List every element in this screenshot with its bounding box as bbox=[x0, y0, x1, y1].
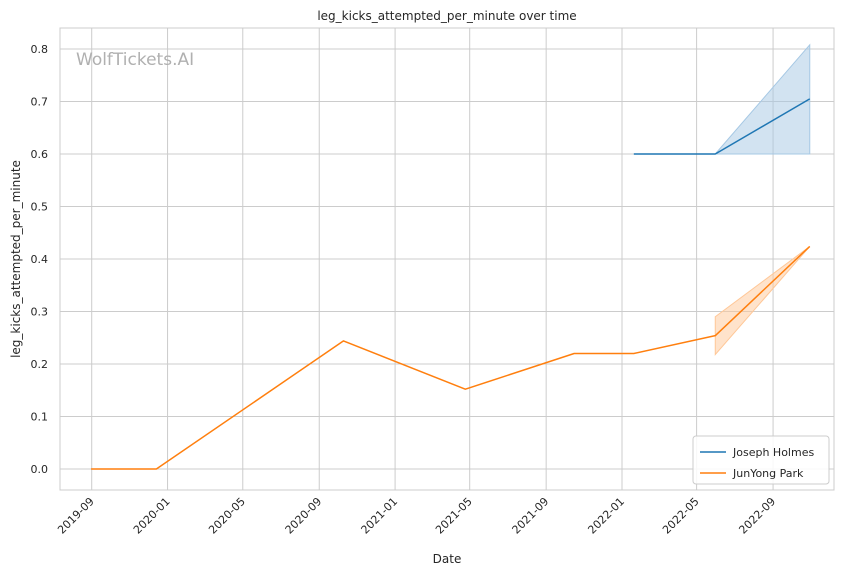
y-tick-label: 0.2 bbox=[31, 358, 49, 371]
x-tick-label: 2022-01 bbox=[585, 495, 627, 537]
x-tick-label: 2022-05 bbox=[660, 495, 702, 537]
watermark: WolfTickets.AI bbox=[76, 50, 194, 70]
y-tick-label: 0.0 bbox=[31, 463, 49, 476]
y-tick-label: 0.7 bbox=[31, 96, 49, 109]
x-tick-label: 2021-01 bbox=[359, 495, 401, 537]
legend-label-junyong-park: JunYong Park bbox=[732, 467, 804, 480]
chart-title: leg_kicks_attempted_per_minute over time bbox=[317, 9, 576, 23]
x-tick-label: 2020-05 bbox=[206, 495, 248, 537]
legend: Joseph Holmes JunYong Park bbox=[692, 435, 830, 485]
x-tick-labels: 2019-09 2020-01 2020-05 2020-09 2021-01 2021-… bbox=[55, 495, 778, 537]
series-line-joseph-holmes bbox=[633, 98, 811, 155]
y-tick-label: 0.6 bbox=[31, 148, 49, 161]
x-tick-label: 2020-09 bbox=[283, 495, 325, 537]
series-lines bbox=[91, 98, 811, 470]
x-tick-label: 2020-01 bbox=[131, 495, 173, 537]
x-tick-label: 2022-09 bbox=[736, 495, 778, 537]
y-tick-label: 0.8 bbox=[31, 43, 49, 56]
y-tick-label: 0.1 bbox=[31, 411, 49, 424]
y-axis-title: leg_kicks_attempted_per_minute bbox=[9, 160, 23, 358]
y-tick-label: 0.4 bbox=[31, 253, 49, 266]
legend-label-joseph-holmes: Joseph Holmes bbox=[732, 446, 814, 459]
x-axis-title: Date bbox=[433, 552, 462, 566]
legend-box bbox=[692, 435, 830, 485]
x-tick-label: 2021-09 bbox=[510, 495, 552, 537]
x-tick-label: 2019-09 bbox=[55, 495, 97, 537]
y-tick-label: 0.5 bbox=[31, 201, 49, 214]
y-tick-label: 0.3 bbox=[31, 306, 49, 319]
y-tick-labels: 0.0 0.1 0.2 0.3 0.4 0.5 0.6 0.7 0.8 bbox=[31, 43, 49, 476]
series-line-junyong-park bbox=[91, 245, 811, 470]
x-tick-label: 2021-05 bbox=[433, 495, 475, 537]
